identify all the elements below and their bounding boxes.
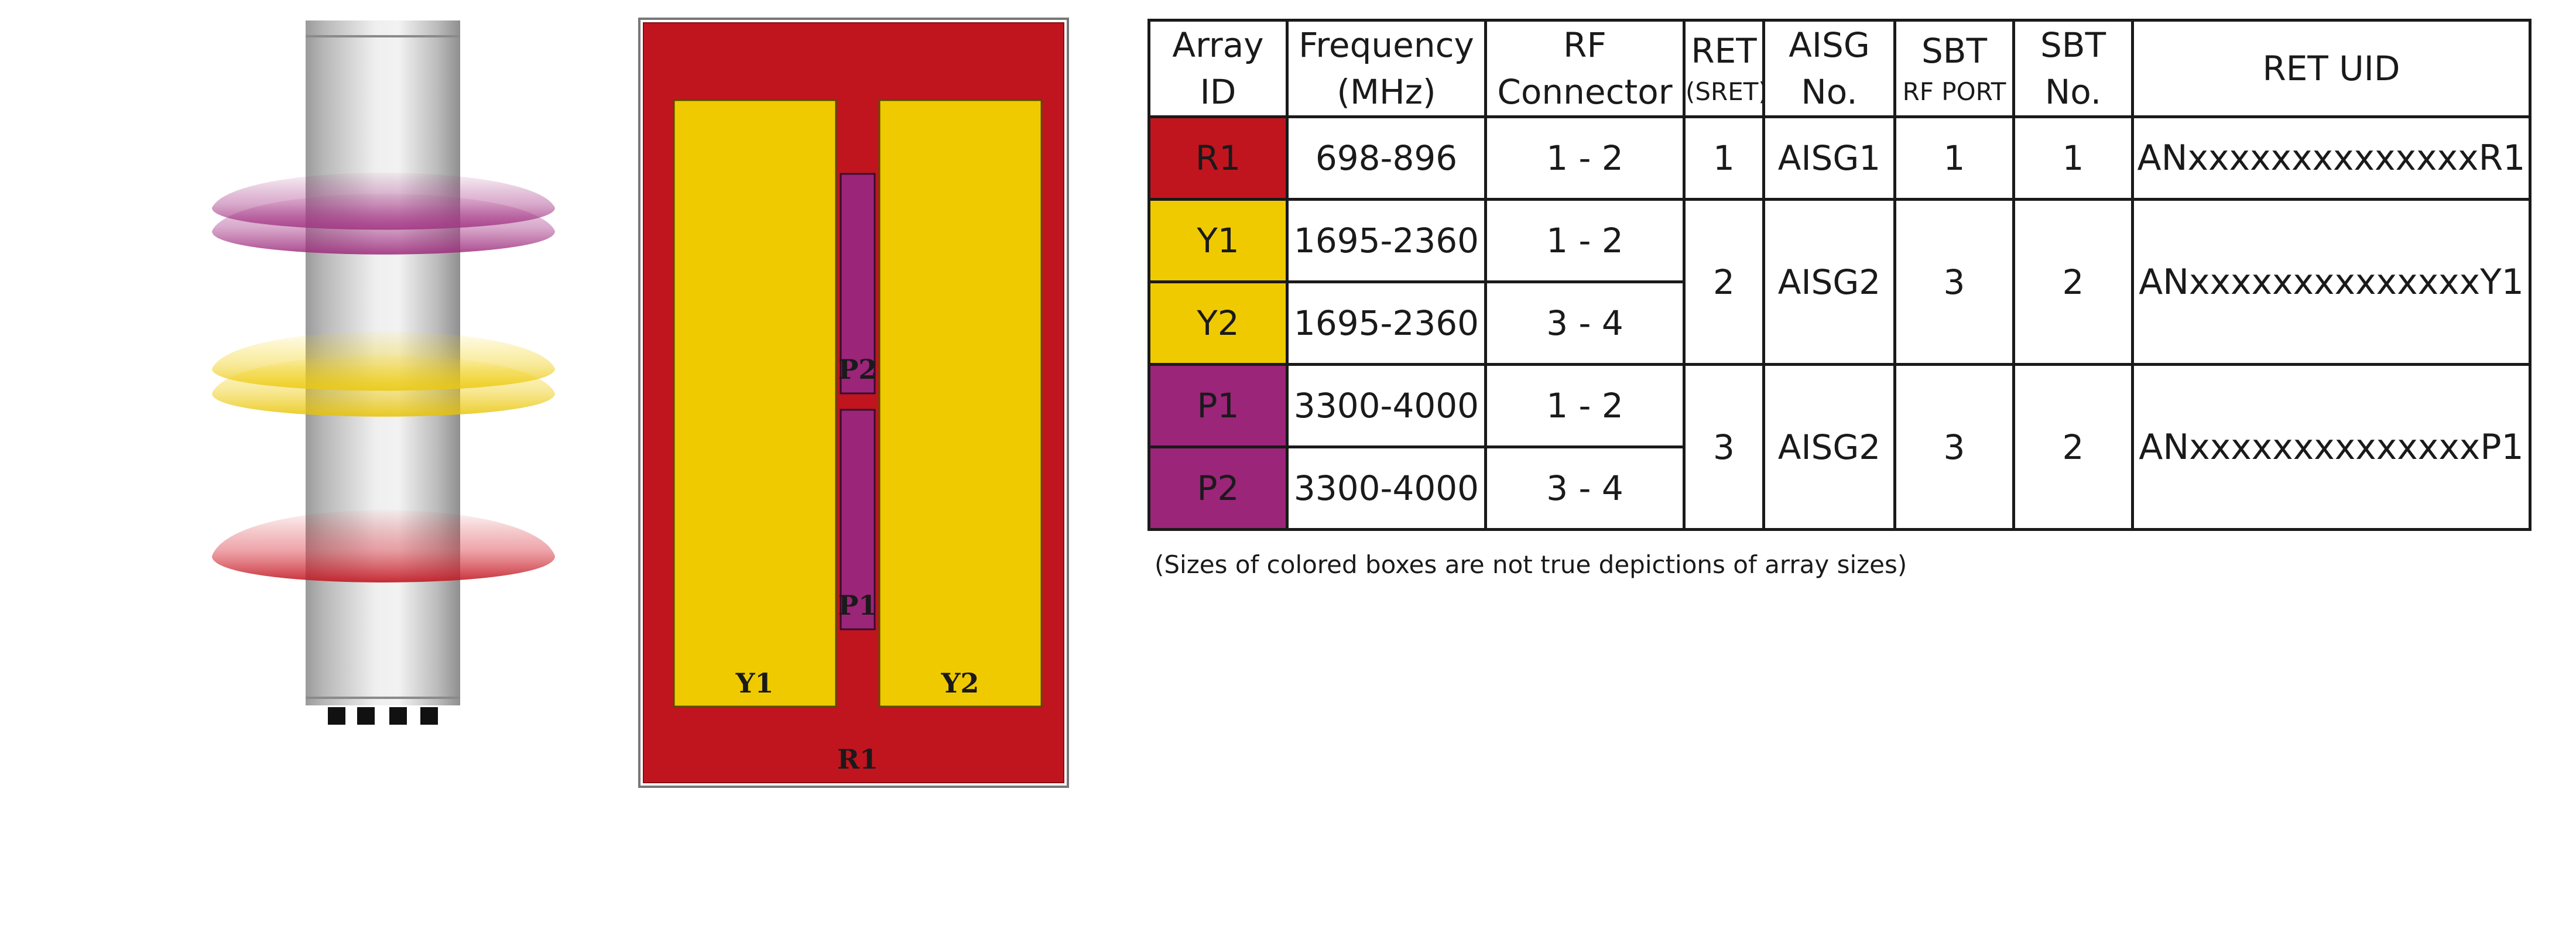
header-aisg-label: AISG [1789,25,1870,65]
header-ret: RET (SRET) [1683,19,1765,118]
array-id-cell-y2: Y2 [1147,280,1289,366]
array-p2-label: P2 [838,354,878,385]
table-header-row: Array ID Frequency (MHz) RF Connector RE… [1147,19,2532,118]
array-id-cell-p2: P2 [1147,445,1289,531]
array-p2-box [840,173,876,395]
array-spec-table: Array ID Frequency (MHz) RF Connector RE… [1147,19,2532,531]
sbt-rf-port-cell: 1 [1893,115,2015,201]
ret-uid-cell: ANxxxxxxxxxxxxxxR1 [2131,115,2532,201]
header-ret-sub: (SRET) [1686,77,1764,106]
red-beam-lobe [212,510,555,582]
header-ret-uid-label: RET UID [2262,49,2400,88]
header-rf-connector: RF Connector [1484,19,1686,118]
frequency-cell: 3300-4000 [1286,363,1487,448]
frequency-cell: 3300-4000 [1286,445,1487,531]
table-row: R1 698-896 1 - 2 1 AISG1 1 1 ANxxxxxxxxx… [1147,115,2532,201]
header-aisg: AISG No. [1762,19,1896,118]
rf-connector-cell: 3 - 4 [1484,445,1686,531]
array-y1-label: Y1 [735,667,774,699]
array-size-footnote: (Sizes of colored boxes are not true dep… [1155,550,1907,579]
rf-connector-cell: 1 - 2 [1484,363,1686,448]
sbt-no-cell: 1 [2012,115,2134,201]
array-y1-box [673,99,837,708]
ret-cell: 2 [1683,198,1765,366]
frequency-cell: 698-896 [1286,115,1487,201]
sbt-no-cell: 2 [2012,363,2134,531]
header-frequency-unit: (MHz) [1337,72,1436,112]
header-frequency-label: Frequency [1299,25,1474,65]
purple-beam-lobes [212,173,555,255]
header-sbt-rf-port: SBT RF PORT [1893,19,2015,118]
header-sbt-no-sub: No. [2044,72,2102,112]
frequency-cell: 1695-2360 [1286,198,1487,283]
array-y2-label: Y2 [941,667,979,699]
sbt-rf-port-cell: 3 [1893,363,2015,531]
rf-connector-cell: 3 - 4 [1484,280,1686,366]
frequency-cell: 1695-2360 [1286,280,1487,366]
header-rf-label: RF [1563,25,1606,65]
sbt-rf-port-cell: 3 [1893,198,2015,366]
ret-cell: 3 [1683,363,1765,531]
header-sbt-port-label: SBT [1921,31,1988,71]
antenna-connectors [328,707,438,725]
aisg-cell: AISG2 [1762,363,1896,531]
array-id-cell-r1: R1 [1147,115,1289,201]
ret-uid-cell: ANxxxxxxxxxxxxxxY1 [2131,198,2532,366]
array-id-cell-p1: P1 [1147,363,1289,448]
ret-cell: 1 [1683,115,1765,201]
table-row: P2 3300-4000 3 - 4 [1147,445,2530,531]
header-aisg-no: No. [1801,72,1858,112]
array-r1-label: R1 [837,743,878,775]
header-ret-label: RET [1691,31,1757,71]
aisg-cell: AISG1 [1762,115,1896,201]
array-id-cell-y1: Y1 [1147,198,1289,283]
array-p1-box [840,409,876,630]
array-y2-box [878,99,1043,708]
aisg-cell: AISG2 [1762,198,1896,366]
table-row: Y1 1695-2360 1 - 2 2 AISG2 3 2 ANxxxxxxx… [1147,198,2532,366]
yellow-beam-lobes [212,331,555,417]
rf-connector-cell: 1 - 2 [1484,198,1686,283]
header-sbt-no-label: SBT [2040,25,2106,65]
rf-connector-cell: 1 - 2 [1484,115,1686,201]
array-p1-label: P1 [838,589,878,621]
header-frequency: Frequency (MHz) [1286,19,1487,118]
header-ret-uid: RET UID [2131,19,2532,118]
ret-uid-cell: ANxxxxxxxxxxxxxxP1 [2131,363,2532,531]
table-row: Y2 1695-2360 3 - 4 [1147,280,2530,366]
header-sbt-port-sub: RF PORT [1902,77,2006,106]
table-row: P1 3300-4000 1 - 2 3 AISG2 3 2 ANxxxxxxx… [1147,363,2532,531]
panel-antenna-with-beam-lobes-icon [212,20,555,725]
array-layout-diagram: Y1 Y2 P2 P1 R1 [638,18,1069,788]
header-array-id: Array ID [1147,19,1289,118]
header-sbt-no: SBT No. [2012,19,2134,118]
header-array-id-label: Array ID [1172,25,1264,112]
header-connector-label: Connector [1497,72,1673,112]
sbt-no-cell: 2 [2012,198,2134,366]
